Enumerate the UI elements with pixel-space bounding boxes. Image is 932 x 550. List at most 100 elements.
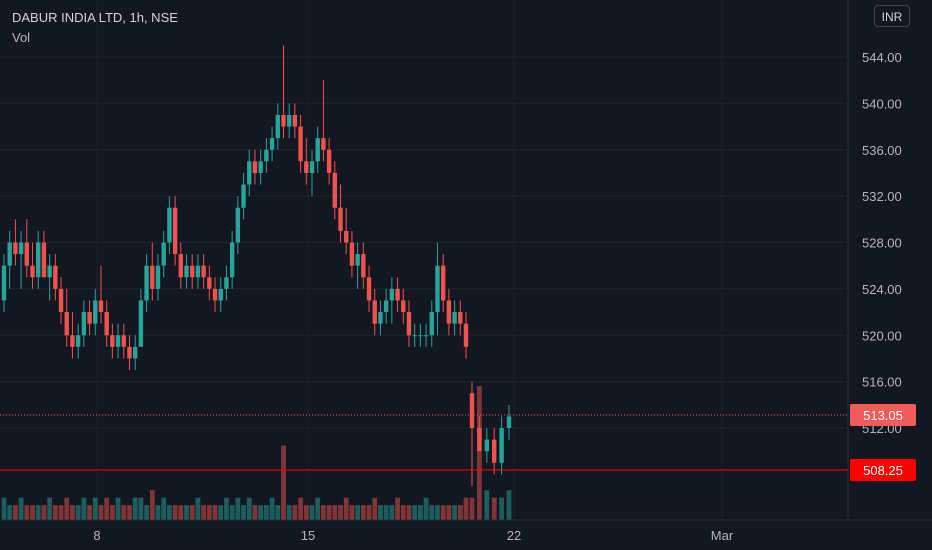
candle: [395, 277, 400, 313]
volume-bar: [132, 497, 138, 520]
candle: [499, 416, 504, 475]
volume-bar: [389, 505, 395, 520]
candle: [190, 254, 195, 289]
volume-bar: [115, 497, 121, 520]
last-price-tag: 513.05: [850, 404, 916, 426]
currency-button[interactable]: INR: [874, 5, 910, 27]
candle: [98, 265, 104, 324]
volume-bar: [298, 497, 303, 520]
volume-bar: [224, 497, 229, 520]
volume-bar: [446, 505, 452, 520]
candle: [13, 219, 18, 266]
candle: [93, 288, 98, 336]
volume-bar: [484, 490, 490, 520]
price-tick-label: 536.00: [862, 143, 902, 158]
candle: [155, 254, 161, 301]
volume-bar: [149, 490, 155, 520]
candle: [138, 288, 144, 347]
price-axis[interactable]: 544.00 540.00 536.00 532.00 528.00 524.00 520.…: [862, 50, 902, 436]
volume-bar: [138, 497, 144, 520]
candle: [75, 323, 81, 359]
time-axis[interactable]: 8 15 22 Mar: [93, 528, 733, 543]
candle: [469, 381, 475, 486]
candle: [292, 103, 298, 139]
volume-bar: [172, 505, 178, 520]
price-tick-label: 544.00: [862, 50, 902, 65]
candle: [1, 254, 7, 313]
volume-bar: [155, 505, 161, 520]
volume-bar: [98, 505, 104, 520]
symbol-title[interactable]: DABUR INDIA LTD, 1h, NSE: [12, 10, 178, 25]
candle: [144, 254, 149, 313]
candle: [264, 138, 269, 173]
candle: [492, 428, 497, 475]
candle: [326, 138, 332, 185]
candle: [338, 184, 343, 243]
price-tick-label: 516.00: [862, 375, 902, 390]
candle: [121, 323, 126, 359]
candle: [132, 335, 138, 371]
candle: [309, 149, 315, 197]
volume-bar: [87, 505, 92, 520]
volume-bar: [355, 505, 361, 520]
candle: [383, 288, 389, 324]
volume-bar: [423, 497, 429, 520]
volume-bar: [406, 505, 412, 520]
candle: [110, 323, 115, 359]
volume-bar: [70, 505, 75, 520]
volume-bar: [161, 497, 167, 520]
volume-bar: [104, 497, 110, 520]
level-price-tag-label: 508.25: [863, 463, 903, 478]
volume-bar: [477, 386, 482, 520]
volume-legend[interactable]: Vol: [12, 30, 31, 45]
candle: [229, 230, 235, 289]
volume-bar: [491, 497, 497, 520]
volume-bar: [47, 497, 53, 520]
volume-bar: [412, 505, 418, 520]
volume-bar: [7, 505, 13, 520]
candle: [47, 254, 52, 301]
candle: [452, 300, 457, 336]
volume-bar: [13, 505, 18, 520]
candle: [418, 323, 423, 347]
candle: [275, 103, 280, 150]
volume-bar: [52, 505, 58, 520]
volume-bar: [332, 505, 338, 520]
price-tick-label: 524.00: [862, 282, 902, 297]
candle: [36, 230, 41, 289]
volume-bar: [235, 497, 241, 520]
volume-bar: [41, 505, 47, 520]
candle: [298, 114, 303, 173]
volume-bar: [343, 497, 349, 520]
volume-bar: [92, 497, 98, 520]
volume-bar: [81, 497, 87, 520]
candle: [161, 230, 166, 278]
volume-bar: [315, 497, 321, 520]
level-price-tag: 508.25: [850, 459, 916, 481]
volume-bar: [201, 505, 207, 520]
candle: [506, 404, 512, 440]
volume-bar: [241, 505, 246, 520]
volume-bar: [229, 505, 235, 520]
candle: [115, 323, 121, 359]
candle: [463, 312, 469, 359]
volume-bar: [440, 505, 446, 520]
candle: [24, 219, 30, 278]
candle: [201, 254, 206, 289]
volume-bar: [366, 505, 372, 520]
volume-bar: [269, 497, 275, 520]
volume-bar: [212, 505, 218, 520]
volume-bar: [457, 505, 463, 520]
candle: [321, 80, 326, 162]
candle: [286, 103, 292, 139]
candle: [477, 416, 482, 452]
volume-bar: [463, 497, 469, 520]
candle: [366, 265, 372, 313]
time-tick-label: Mar: [711, 528, 734, 543]
candle: [446, 288, 452, 336]
price-tick-label: 528.00: [862, 236, 902, 251]
volume-bar: [309, 505, 315, 520]
volume-bar: [144, 505, 149, 520]
volume-bar: [184, 505, 189, 520]
